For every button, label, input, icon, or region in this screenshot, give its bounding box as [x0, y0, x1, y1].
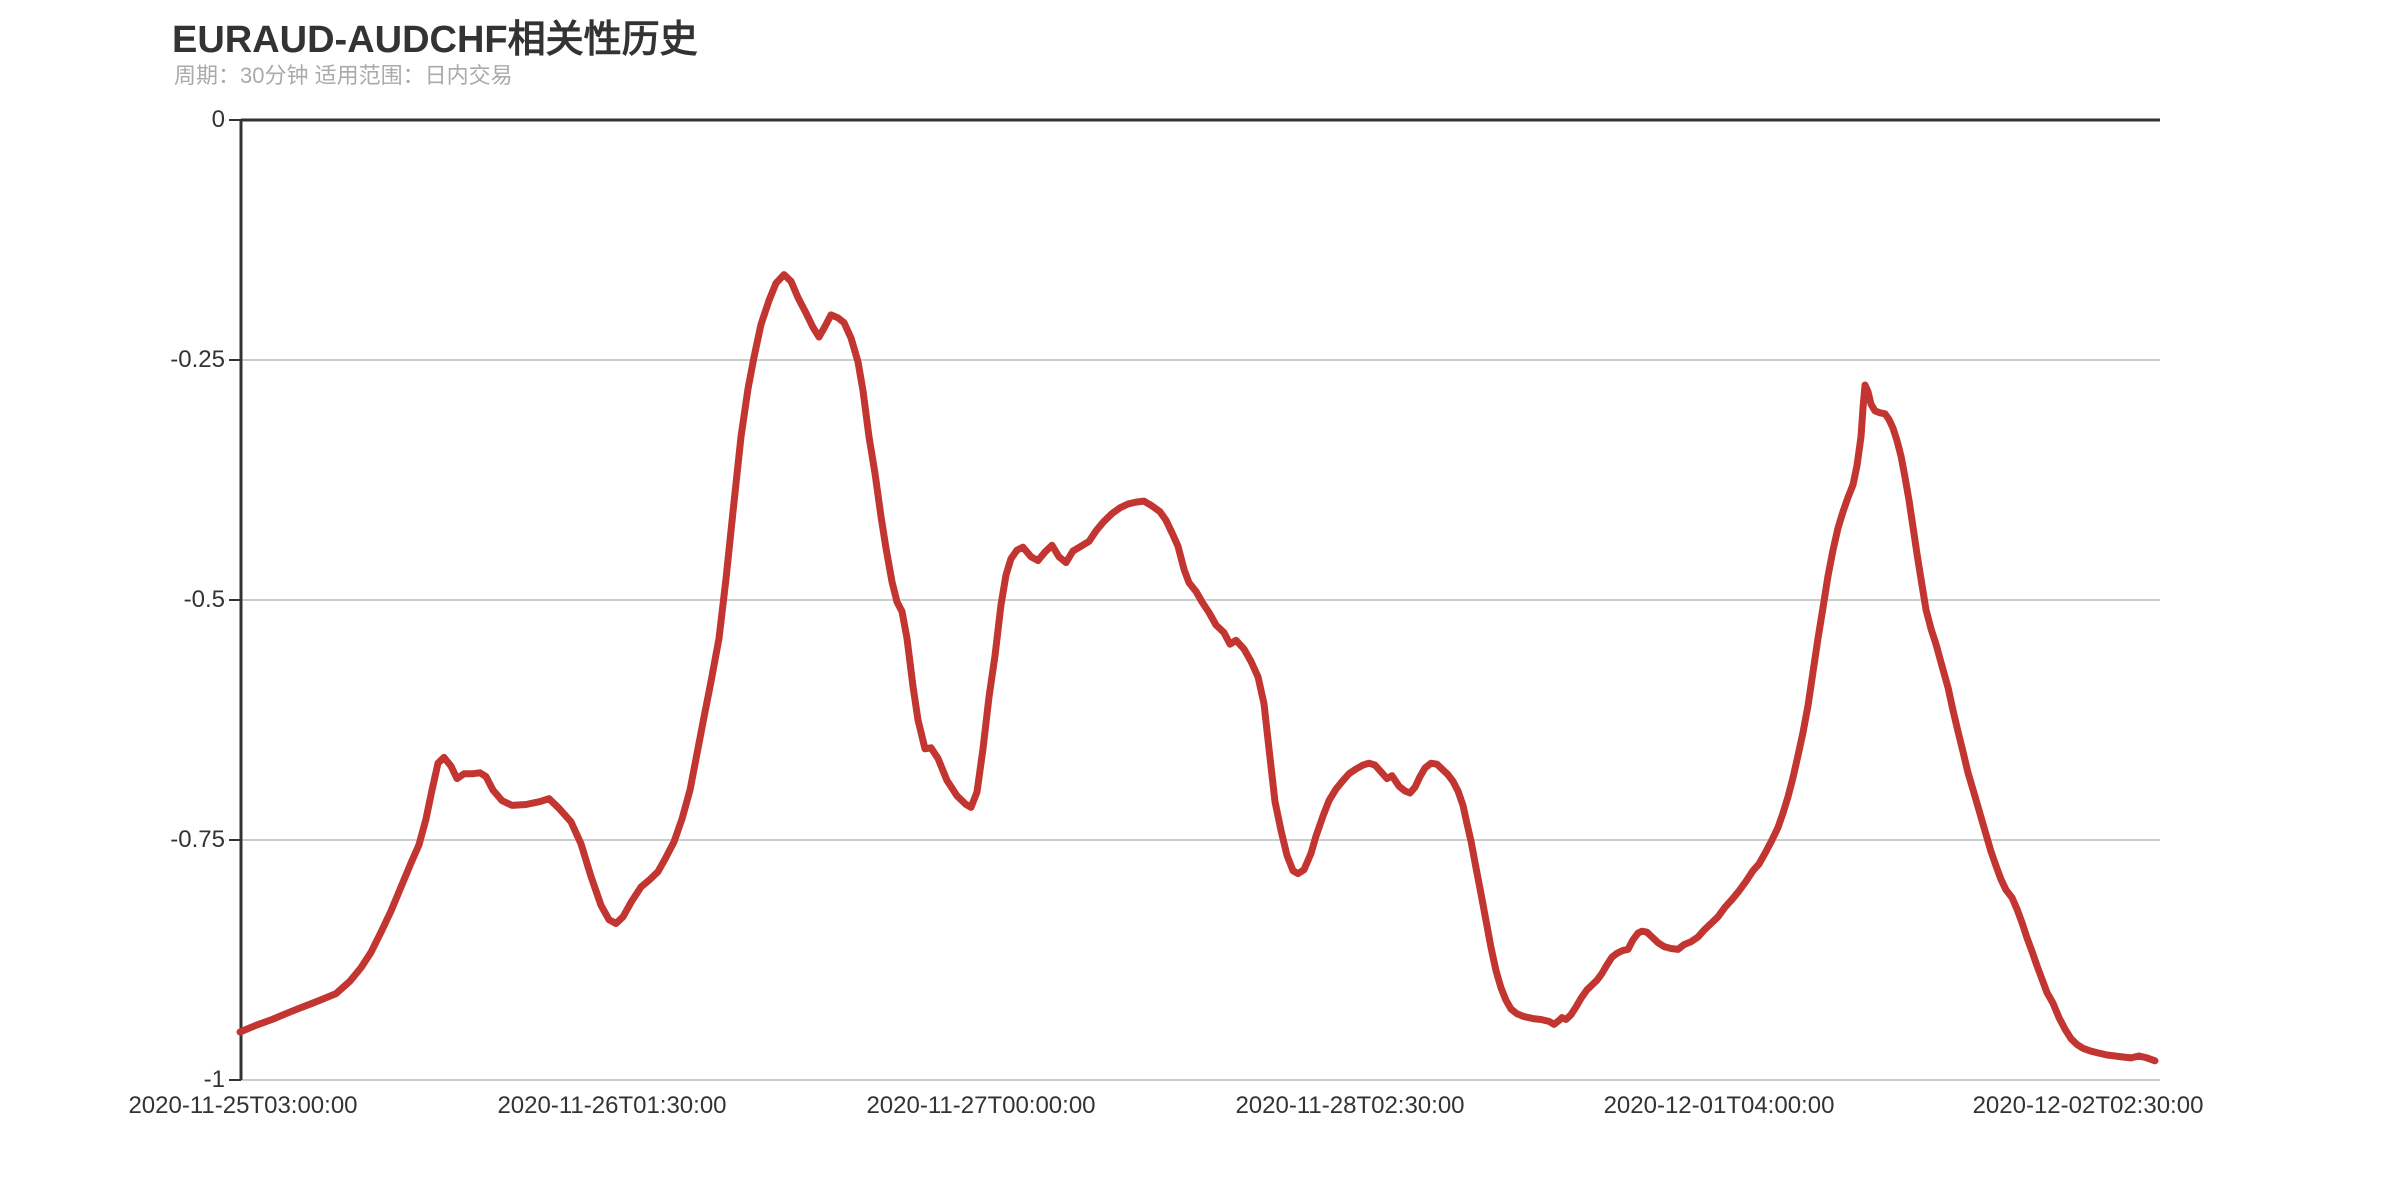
x-axis-label: 2020-11-26T01:30:00: [497, 1092, 727, 1119]
chart-title: EURAUD-AUDCHF相关性历史: [172, 19, 698, 61]
x-axis-label: 2020-11-25T03:00:00: [128, 1092, 358, 1119]
x-axis-label: 2020-12-01T04:00:00: [1603, 1092, 1835, 1119]
y-axis-label: -0.25: [170, 346, 225, 373]
y-axis-label: -0.5: [183, 586, 225, 613]
y-axis-label: -1: [203, 1066, 225, 1093]
chart-subtitle: 周期：30分钟 适用范围：日内交易: [174, 63, 513, 88]
x-axis-label: 2020-11-27T00:00:00: [866, 1092, 1096, 1119]
y-axis-label: -0.75: [170, 826, 225, 853]
x-axis-label: 2020-11-28T02:30:00: [1235, 1092, 1465, 1119]
x-axis-label: 2020-12-02T02:30:00: [1972, 1092, 2204, 1119]
series-line: [236, 271, 2159, 1065]
y-axis-label: 0: [211, 106, 225, 133]
